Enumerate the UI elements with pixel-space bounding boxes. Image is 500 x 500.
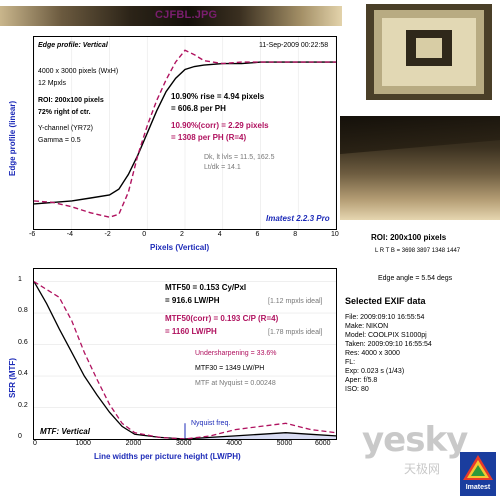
exif-row-file: File: 2009:09:10 16:55:54 <box>345 314 425 321</box>
edge-xtick-label: 10 <box>331 231 339 238</box>
exif-row-model: Model: COOLPIX S1000pj <box>345 332 427 339</box>
mtf-ytick-label: 0.6 <box>18 338 28 346</box>
mtf50: MTF50 = 0.153 Cy/Pxl <box>165 283 247 292</box>
edge-gradient-strip <box>0 6 342 26</box>
mtf-xtick-label: 6000 <box>315 440 331 447</box>
edge-ltdk: Lt/dk = 14.1 <box>204 164 241 171</box>
mtf-under: Undersharpening = 33.6% <box>195 350 277 357</box>
edge-meta1: 4000 x 3000 pixels (WxH) <box>38 68 119 75</box>
edge-date: 11-Sep-2009 00:22:58 <box>259 42 329 49</box>
mtf50-ideal: [1.12 mpxls ideal] <box>268 298 323 305</box>
mtf50c-ideal: [1.78 mpxls ideal] <box>268 329 323 336</box>
edge-corr2: = 1308 per PH (R=4) <box>171 133 247 142</box>
edge-xtick-label: -4 <box>66 231 73 238</box>
edge-gamma: Gamma = 0.5 <box>38 137 81 144</box>
exif-row-fl: FL: <box>345 359 356 366</box>
mtf-nyq: MTF at Nyquist = 0.00248 <box>195 380 276 387</box>
mtf30: MTF30 = 1349 LW/PH <box>195 365 265 372</box>
mtf-aliasing-area <box>185 432 336 439</box>
exif-row-taken: Taken: 2009:09:10 16:55:54 <box>345 341 432 348</box>
exif-list: File: 2009:09:10 16:55:54 Make: NIKON Mo… <box>345 313 432 394</box>
mtf-series-corrected <box>34 281 336 439</box>
roi-image <box>340 116 500 220</box>
edge-xticks: -6 -4 -2 0 2 4 6 8 10 <box>29 231 339 241</box>
mtf-ytick-label: 0.4 <box>18 370 28 378</box>
exif-row-aper: Aper: f/5.8 <box>345 377 378 384</box>
mtf-xlabel: Line widths per picture height (LW/PH) <box>94 452 241 461</box>
edge-ylabel: Edge profile (linear) <box>8 100 17 176</box>
nyquist-label: Nyquist freq. <box>191 420 231 427</box>
edge-profile-chart <box>34 37 336 229</box>
edge-xtick-label: 0 <box>142 231 147 238</box>
window-title: CJFBL.JPG <box>155 9 218 21</box>
test-chart-thumbnail <box>366 4 492 100</box>
mtf-ytick-label: 0.8 <box>18 307 28 315</box>
edge-xtick-label: 6 <box>255 231 260 238</box>
exif-row-exp: Exp: 0.023 s (1/43) <box>345 368 405 375</box>
edge-xtick-label: 8 <box>293 231 298 238</box>
edge-angle: Edge angle = 5.54 degs <box>378 275 453 282</box>
mtf-yticks: 1 0.8 0.6 0.4 0.2 0 <box>18 268 32 440</box>
edge-series-corrected <box>34 49 336 218</box>
edge-xtick-label: 2 <box>180 231 184 238</box>
mtf-chart <box>34 281 336 439</box>
mtf-xtick-label: 3000 <box>176 440 192 447</box>
edge-dk: Dk, lt lvls = 11.5, 162.5 <box>204 154 275 161</box>
mtf-title: MTF: Vertical <box>40 427 90 436</box>
mtf-xtick-label: 4000 <box>226 440 242 447</box>
watermark-yesky: yesky <box>362 420 468 460</box>
mtf-xtick-label: 5000 <box>276 440 293 447</box>
edge-xtick-label: -2 <box>104 231 111 238</box>
mtf-ytick-label: 0.2 <box>18 401 28 409</box>
mtf50b: = 916.6 LW/PH <box>165 296 220 305</box>
edge-corr1: 10.90%(corr) = 2.29 pixels <box>171 121 269 130</box>
edge-rise1: 10.90% rise = 4.94 pixels <box>171 92 265 101</box>
mtf-xtick-label: 1000 <box>75 440 91 447</box>
mtf-ytick-label: 0 <box>18 433 22 440</box>
mtf-series-measured <box>34 281 336 439</box>
edge-xtick-label: 4 <box>217 231 222 238</box>
watermark-sub: 天极网 <box>404 462 441 476</box>
exif-row-res: Res: 4000 x 3000 <box>345 350 400 357</box>
imatest-logo-icon <box>463 455 493 480</box>
mtf-xticks: 0 1000 2000 3000 4000 5000 6000 <box>33 440 335 450</box>
edge-meta2: 12 Mpxls <box>38 80 67 87</box>
mtf-xtick-label: 0 <box>33 440 37 447</box>
roi-info: ROI: 200x100 pixels <box>371 233 447 242</box>
edge-xlabel: Pixels (Vertical) <box>150 243 210 252</box>
mtf50d: = 1160 LW/PH <box>165 327 217 336</box>
edge-rise2: = 606.8 per PH <box>171 104 226 113</box>
mtf-ylabel: SFR (MTF) <box>8 358 17 398</box>
mtf-xtick-label: 2000 <box>125 440 142 447</box>
exif-title: Selected EXIF data <box>345 296 426 306</box>
roi-lrtb: L R T B = 3698 3897 1348 1447 <box>375 248 461 254</box>
edge-channel: Y-channel (YR72) <box>38 125 93 132</box>
mtf-panel: MTF50 = 0.153 Cy/Pxl = 916.6 LW/PH [1.12… <box>33 268 337 440</box>
exif-row-make: Make: NIKON <box>345 323 389 330</box>
edge-title: Edge profile: Vertical <box>38 42 108 49</box>
edge-roi-pos: 72% right of ctr. <box>38 109 91 116</box>
edge-brand: Imatest 2.2.3 Pro <box>266 214 330 223</box>
mtf-ytick-label: 1 <box>18 275 22 283</box>
edge-profile-panel: Edge profile: Vertical 11-Sep-2009 00:22… <box>33 36 337 230</box>
mtf50c: MTF50(corr) = 0.193 C/P (R=4) <box>165 314 279 323</box>
edge-xtick-label: -6 <box>29 231 36 238</box>
exif-row-iso: ISO: 80 <box>345 386 369 393</box>
imatest-logo-text: Imatest <box>465 484 491 491</box>
edge-roi: ROI: 200x100 pixels <box>38 97 104 104</box>
imatest-logo: Imatest <box>460 452 496 496</box>
